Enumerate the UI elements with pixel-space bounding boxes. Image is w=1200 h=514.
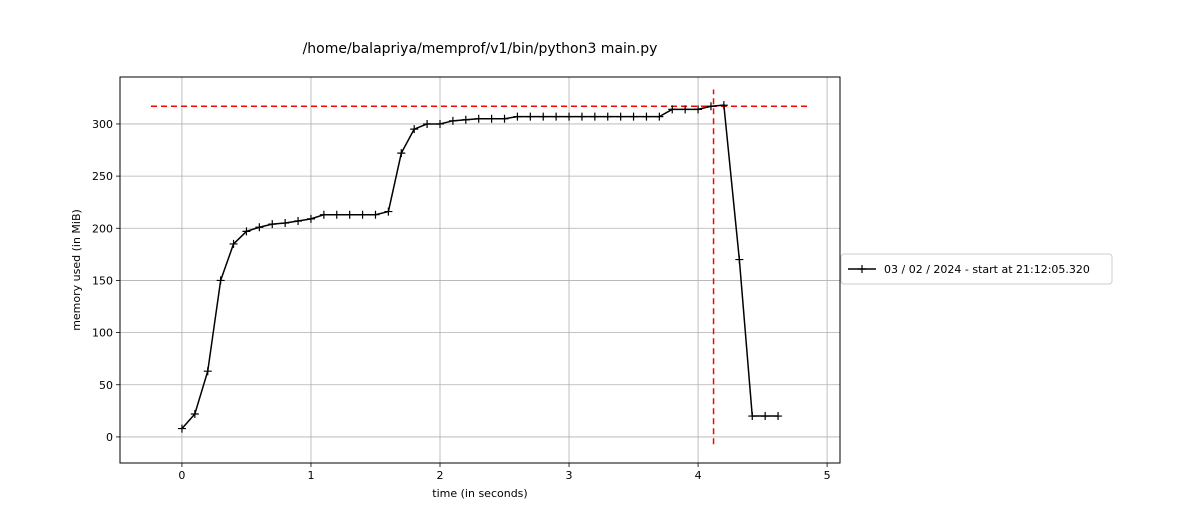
data-point-marker — [281, 219, 290, 228]
data-point-marker — [268, 220, 277, 229]
data-point-marker — [216, 276, 225, 285]
data-point-marker — [539, 112, 548, 121]
chart-title: /home/balapriya/memprof/v1/bin/python3 m… — [303, 41, 658, 57]
y-axis-ticks: 0 50 100 150 200 250 300 — [92, 118, 120, 444]
y-tick-label: 200 — [92, 222, 113, 235]
data-point-marker — [616, 112, 625, 121]
data-point-marker — [694, 105, 703, 114]
reference-lines — [150, 89, 810, 445]
data-point-marker — [423, 119, 432, 128]
data-point-marker — [306, 214, 315, 223]
y-tick-label: 0 — [106, 431, 113, 444]
data-point-marker — [177, 424, 186, 433]
data-point-marker — [436, 119, 444, 128]
x-tick-label: 2 — [437, 469, 444, 482]
data-point-marker — [203, 367, 212, 376]
data-point-marker — [513, 112, 522, 121]
data-point-marker — [345, 210, 354, 219]
data-point-marker — [397, 149, 406, 158]
data-point-marker — [242, 227, 251, 236]
data-point-marker — [761, 412, 770, 421]
data-point-marker — [410, 125, 419, 134]
series-layer — [177, 101, 783, 433]
data-point-marker — [229, 239, 238, 248]
data-point-marker — [706, 102, 715, 111]
data-point-marker — [332, 210, 341, 219]
data-point-marker — [255, 223, 264, 232]
data-point-marker — [629, 112, 638, 121]
data-point-marker — [719, 101, 728, 110]
data-point-marker — [500, 114, 509, 123]
data-point-marker — [371, 210, 380, 219]
data-point-marker — [448, 116, 457, 125]
x-tick-label: 3 — [566, 469, 573, 482]
data-point-marker — [552, 112, 561, 121]
data-point-marker — [642, 112, 651, 121]
data-point-marker — [681, 105, 690, 114]
legend-entry-label: 03 / 02 / 2024 - start at 21:12:05.320 — [884, 263, 1090, 276]
y-tick-label: 100 — [92, 327, 113, 340]
plot-area-frame — [119, 76, 841, 464]
memory-series-line — [181, 104, 779, 430]
x-tick-label: 4 — [695, 469, 702, 482]
x-axis-ticks: 0 1 2 3 4 5 — [178, 463, 831, 482]
data-point-marker — [474, 114, 483, 123]
data-point-marker — [319, 210, 328, 219]
data-point-marker — [526, 112, 535, 121]
data-point-marker — [590, 112, 599, 121]
data-point-marker — [774, 412, 783, 421]
data-point-marker — [603, 112, 612, 121]
y-tick-label: 300 — [92, 118, 113, 131]
data-point-marker — [190, 409, 199, 418]
legend: 03 / 02 / 2024 - start at 21:12:05.320 — [840, 253, 1113, 285]
y-tick-label: 150 — [92, 274, 113, 287]
data-point-marker — [668, 105, 677, 114]
data-point-marker — [748, 412, 757, 421]
data-point-marker — [461, 115, 470, 124]
data-point-marker — [384, 207, 393, 216]
y-tick-label: 50 — [99, 379, 113, 392]
data-point-marker — [735, 255, 744, 264]
x-axis-label: time (in seconds) — [432, 487, 527, 500]
x-tick-label: 5 — [824, 469, 831, 482]
x-tick-label: 0 — [178, 469, 185, 482]
data-point-marker — [358, 210, 367, 219]
legend-box — [840, 253, 1113, 285]
data-point-marker — [655, 112, 664, 121]
data-point-marker — [294, 216, 303, 225]
data-point-marker — [487, 114, 496, 123]
data-point-marker — [565, 112, 574, 121]
y-axis-label: memory used (in MiB) — [70, 209, 83, 331]
y-tick-label: 250 — [92, 170, 113, 183]
legend-marker-sample — [858, 265, 866, 273]
data-point-marker — [577, 112, 586, 121]
grid-layer — [120, 77, 840, 463]
x-tick-label: 1 — [307, 469, 314, 482]
